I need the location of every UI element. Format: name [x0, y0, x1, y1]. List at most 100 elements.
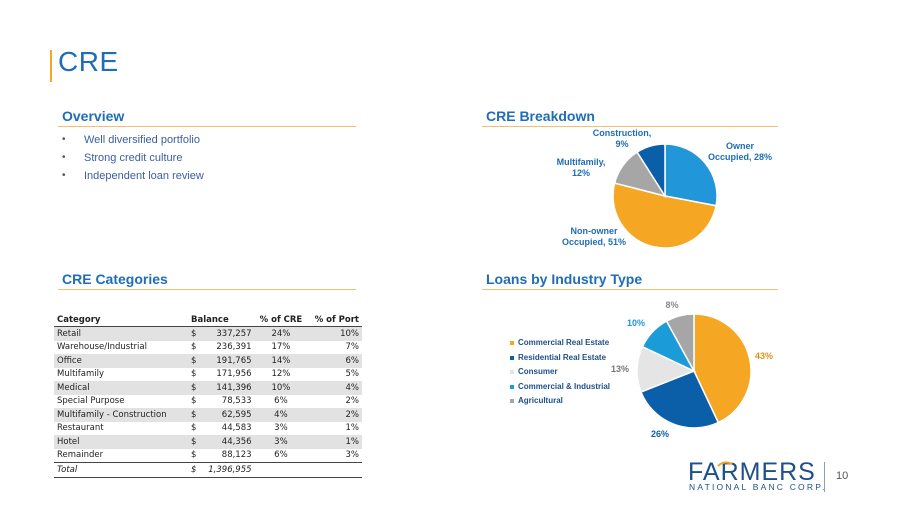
legend-label: Agricultural: [518, 396, 563, 405]
pie-label-construction: Construction, 9%: [592, 128, 652, 149]
col-pct-cre: % of CRE: [254, 313, 308, 327]
col-balance: Balance: [188, 313, 255, 327]
cell-pct-port: 10%: [307, 326, 362, 341]
cell-pct-port: 2%: [345, 396, 360, 407]
breakdown-divider: [482, 126, 778, 127]
page-title: CRE: [58, 46, 119, 77]
cell-pct-cre: 10%: [254, 381, 308, 395]
cell-category: Retail: [54, 326, 188, 341]
cell-dollar: $: [188, 381, 201, 395]
table-row: Remainder $88,123 6% 3%: [54, 449, 362, 463]
cell-pct-port: 5%: [345, 369, 360, 380]
cell-balance: 236,391: [216, 342, 252, 353]
cell-dollar: $: [188, 435, 201, 449]
cell-pct-port: 6%: [307, 354, 362, 368]
industry-divider: [482, 289, 778, 290]
cell-balance: 78,533: [221, 396, 252, 407]
table-row: Multifamily - Construction $62,595 4% 2%: [54, 408, 362, 422]
pie-label-cre: 43%: [754, 351, 773, 361]
pie-label-owner-occupied: Owner Occupied, 28%: [707, 141, 773, 162]
cell-pct-port: 2%: [307, 408, 362, 422]
bullet-text: Well diversified portfolio: [84, 134, 200, 146]
table-total-row: Total $1,396,955: [54, 462, 362, 478]
legend-label: Residential Real Estate: [518, 352, 607, 362]
table-row: Warehouse/Industrial $236,391 17% 7%: [54, 341, 362, 355]
cell-balance: 62,595: [201, 408, 255, 422]
logo-subtitle: NATIONAL BANC CORP.: [689, 482, 827, 492]
cell-category: Restaurant: [57, 423, 104, 434]
legend-swatch: [510, 384, 514, 389]
cell-pct-port: 1%: [307, 435, 362, 449]
legend-item: Commercial Real Estate: [510, 336, 610, 351]
page-number: 10: [836, 470, 849, 482]
legend-label: Consumer: [518, 367, 558, 376]
pie-label-non-owner-occupied: Non-owner Occupied, 51%: [561, 226, 627, 247]
cell-pct-cre: 6%: [274, 396, 288, 407]
cell-balance: 171,956: [216, 369, 252, 380]
cell-dollar: $: [188, 462, 201, 478]
cell-pct-port: 3%: [345, 450, 360, 461]
slice-residential-real-estate: [640, 370, 720, 429]
pie-label-residential: 26%: [650, 429, 669, 439]
pie-label-ci: 10%: [626, 318, 645, 328]
cell-pct-cre: 3%: [274, 423, 288, 434]
cell-pct-port: 7%: [345, 342, 360, 353]
cell-dollar: $: [191, 423, 197, 434]
bullet-icon: •: [62, 170, 66, 181]
cell-pct-cre: 14%: [254, 354, 308, 368]
cell-category: Multifamily: [57, 369, 105, 380]
categories-divider: [58, 289, 356, 290]
cell-pct-cre: 4%: [254, 408, 308, 422]
overview-bullets: • Well diversified portfolio • Strong cred…: [62, 131, 204, 185]
bullet-item: • Well diversified portfolio: [62, 131, 204, 149]
cell-dollar: $: [191, 342, 197, 353]
legend-item: Residential Real Estate: [510, 351, 610, 366]
footer-divider: [824, 462, 825, 492]
cell-balance: 44,356: [201, 435, 255, 449]
categories-heading: CRE Categories: [62, 271, 168, 287]
legend-swatch: [510, 355, 514, 360]
cell-total-label: Total: [54, 462, 188, 478]
cell-pct-cre: 6%: [274, 450, 288, 461]
legend-label: Commercial Real Estate: [518, 338, 610, 347]
table-row: Multifamily $171,956 12% 5%: [54, 368, 362, 382]
col-category: Category: [54, 313, 188, 327]
cell-category: Multifamily - Construction: [54, 408, 188, 422]
cell-balance: 44,583: [221, 423, 252, 434]
cell-category: Special Purpose: [57, 396, 125, 407]
table-header-row: Category Balance % of CRE % of Port: [54, 313, 362, 327]
table-row: Special Purpose $78,533 6% 2%: [54, 395, 362, 409]
legend-item: Commercial & Industrial: [510, 380, 610, 395]
cell-balance: 191,765: [201, 354, 255, 368]
bullet-icon: •: [62, 152, 66, 163]
bullet-text: Independent loan review: [84, 170, 204, 182]
cell-dollar: $: [188, 354, 201, 368]
slice-commercial-real-estate: [693, 313, 752, 424]
farmers-logo: FARMERS: [688, 459, 815, 483]
cell-pct-cre: 24%: [254, 326, 308, 341]
legend-label: Commercial & Industrial: [518, 381, 611, 391]
table-row: Medical $141,396 10% 4%: [54, 381, 362, 395]
logo-swoosh-icon: [717, 461, 733, 467]
cre-categories-table: Category Balance % of CRE % of Port Reta…: [54, 313, 362, 478]
col-pct-port: % of Port: [307, 313, 362, 327]
cell-pct-cre: 3%: [254, 435, 308, 449]
legend-swatch: [510, 341, 514, 345]
overview-heading: Overview: [62, 108, 125, 124]
pie-label-consumer: 13%: [610, 364, 629, 374]
slice-owner-occupied: [664, 143, 718, 207]
cell-pct-port: 1%: [345, 423, 360, 434]
cell-dollar: $: [188, 326, 201, 341]
legend-swatch: [510, 399, 514, 403]
slice-agricultural: [665, 313, 695, 372]
cell-category: Office: [54, 354, 188, 368]
table-row: Restaurant $44,583 3% 1%: [54, 422, 362, 436]
cell-category: Medical: [54, 381, 188, 395]
breakdown-heading: CRE Breakdown: [486, 108, 595, 124]
bullet-item: • Independent loan review: [62, 167, 204, 185]
overview-divider: [58, 126, 356, 127]
cell-category: Remainder: [57, 450, 104, 461]
cell-pct-port: 4%: [307, 381, 362, 395]
cell-empty: [307, 462, 362, 478]
